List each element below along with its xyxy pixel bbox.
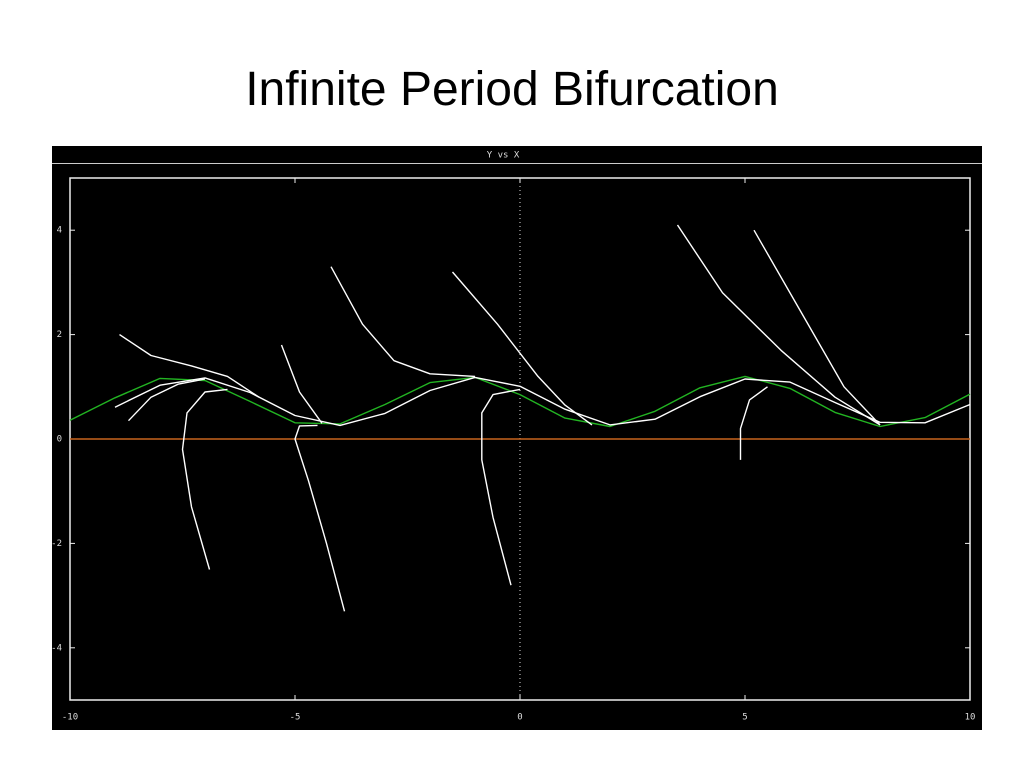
y-tick-label: -4	[51, 643, 62, 653]
y-tick-label: 2	[57, 330, 62, 340]
x-tick-label: 5	[742, 713, 747, 723]
trajectory	[481, 388, 521, 586]
y-tick-label: 0	[57, 435, 62, 445]
trajectory	[676, 224, 881, 426]
x-tick-label: 0	[517, 713, 522, 723]
y-tick-label: 4	[57, 226, 62, 236]
slide-title: Infinite Period Bifurcation	[245, 63, 779, 116]
plot-background	[52, 146, 982, 730]
chart-title: Y vs X	[487, 151, 520, 161]
trajectory	[280, 344, 323, 424]
trajectory	[294, 424, 346, 612]
trajectory	[181, 388, 228, 570]
trajectory	[753, 229, 881, 426]
trajectory	[127, 378, 206, 422]
trajectory	[739, 386, 768, 460]
trajectory	[69, 375, 971, 428]
trajectory	[330, 266, 476, 378]
x-tick-label: -10	[62, 713, 78, 723]
trajectory	[119, 334, 260, 398]
y-tick-label: -2	[51, 539, 62, 549]
x-tick-label: 10	[965, 713, 976, 723]
x-tick-label: -5	[290, 713, 301, 723]
trajectory	[451, 271, 593, 426]
